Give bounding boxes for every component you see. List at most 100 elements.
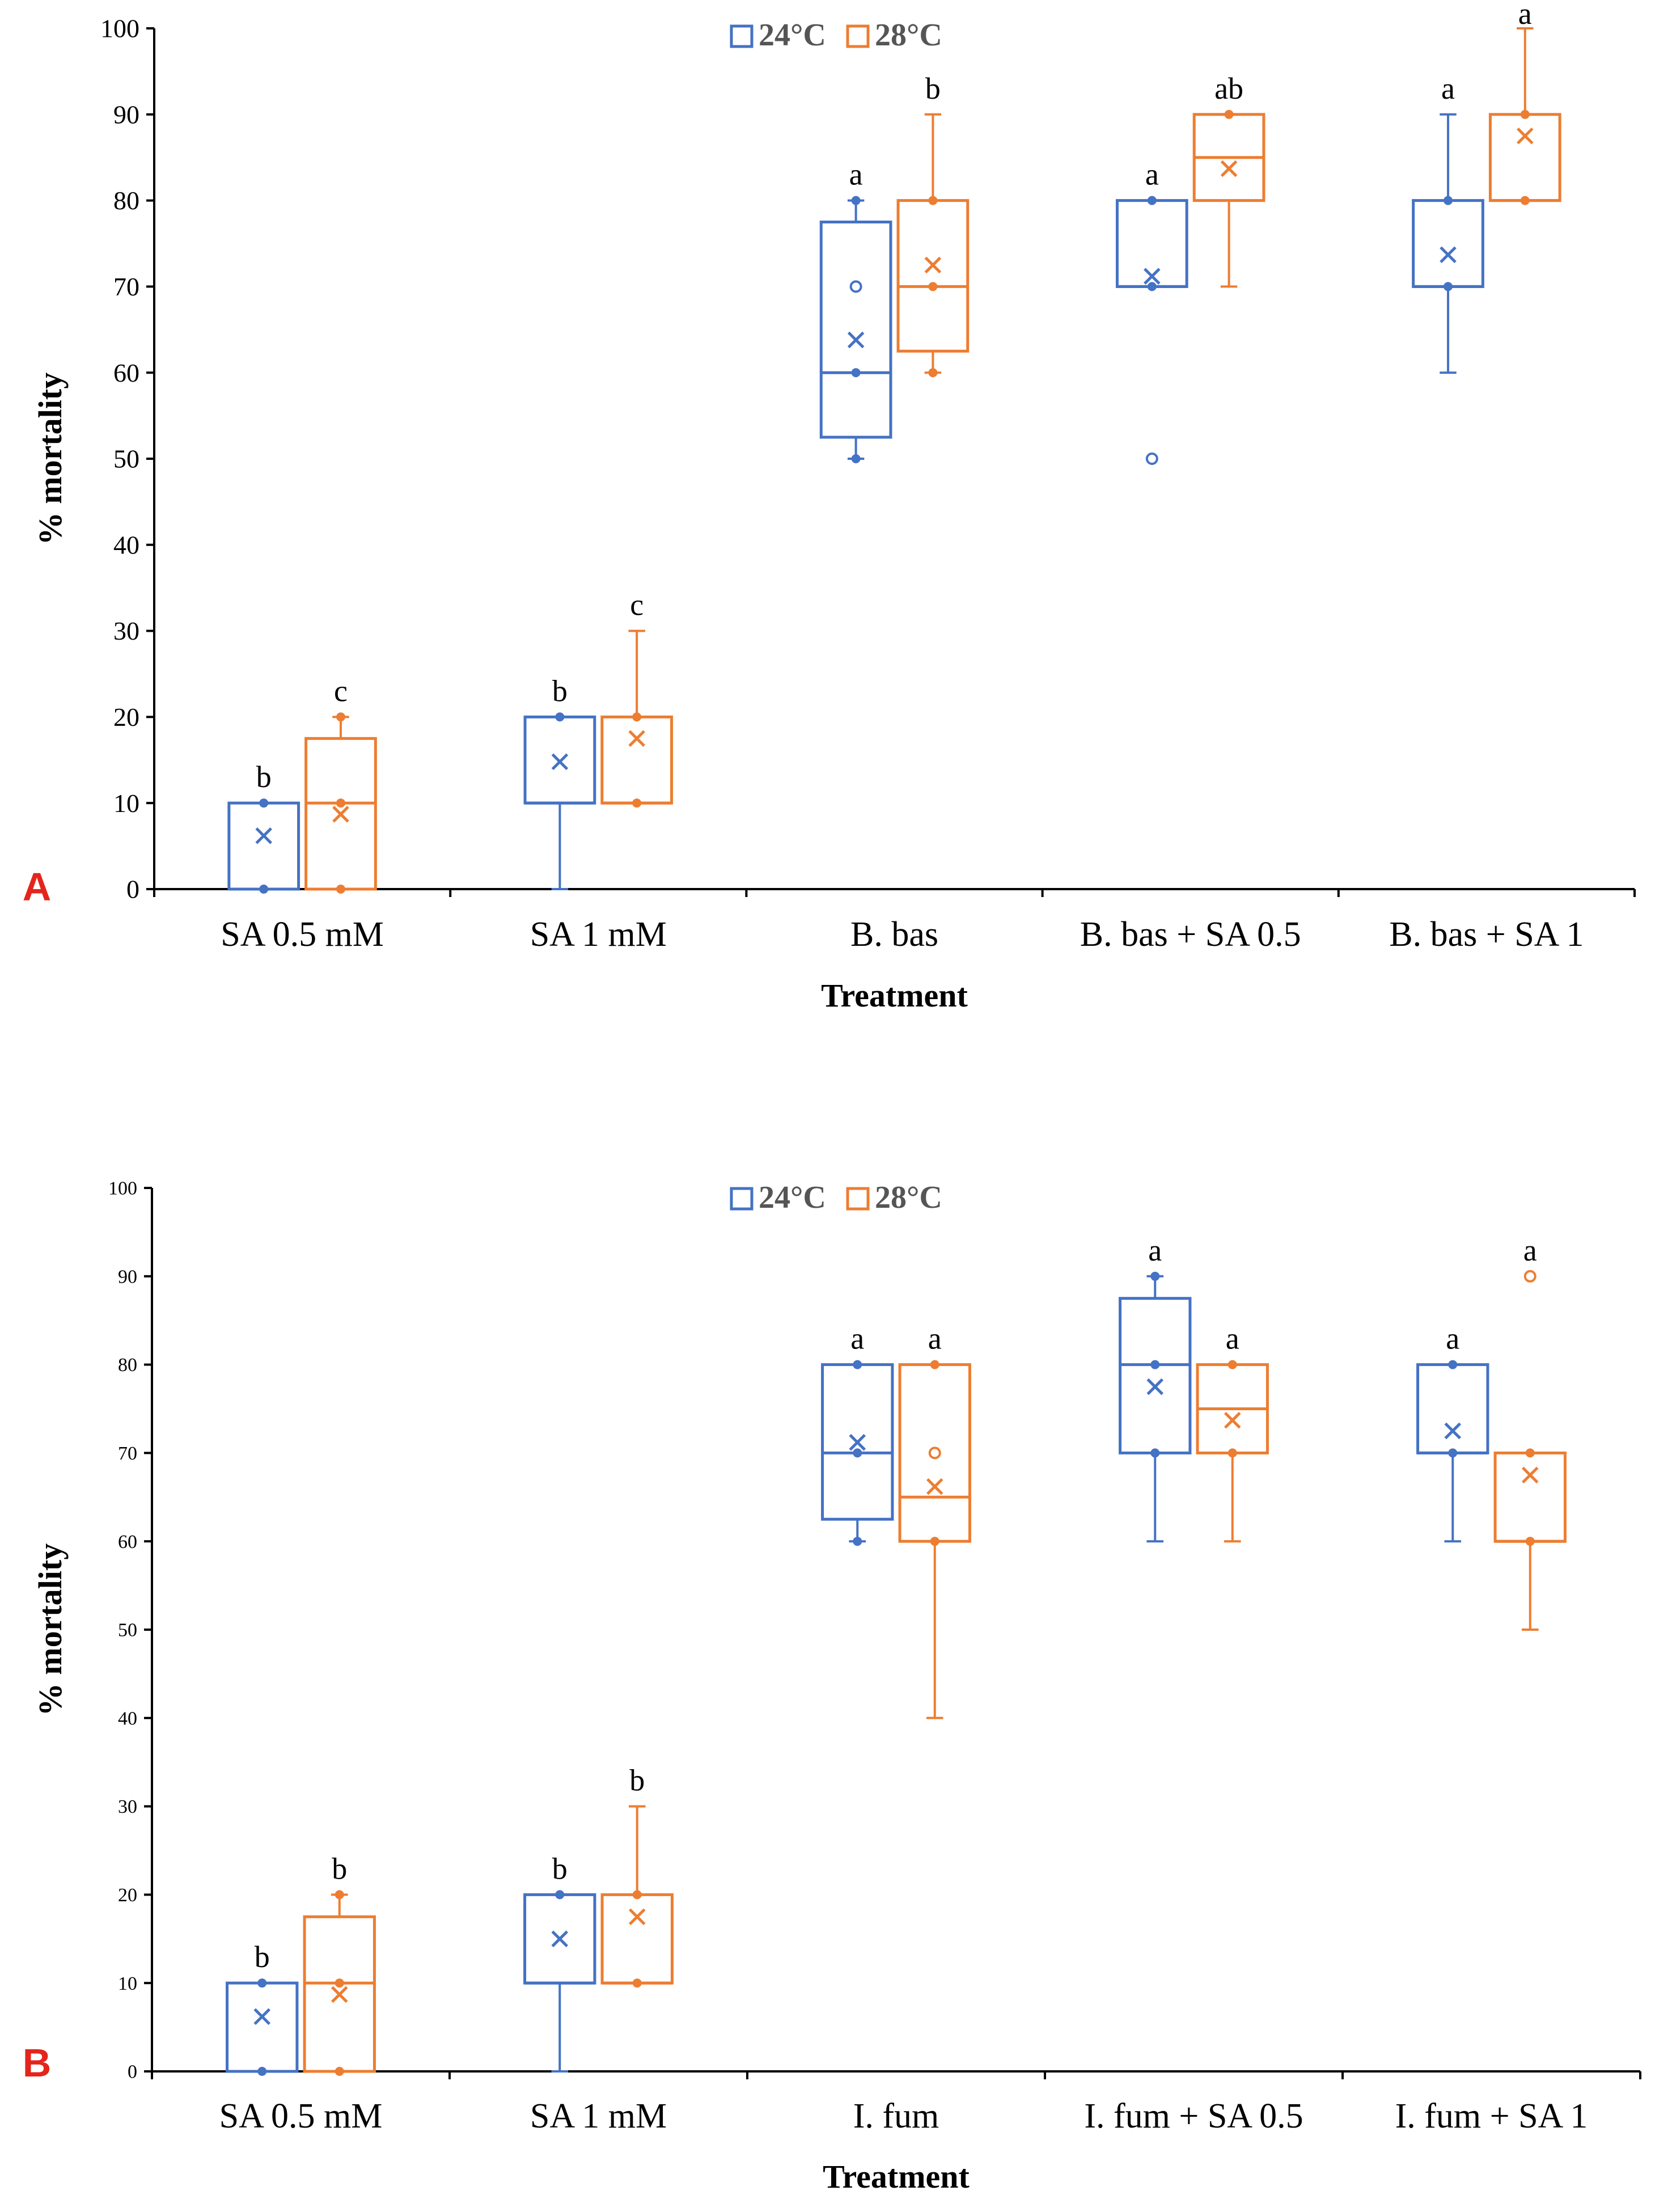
y-tick-label: 100 xyxy=(100,14,139,43)
y-tick-label: 20 xyxy=(113,703,139,731)
x-axis-title: Treatment xyxy=(821,977,968,1014)
data-point xyxy=(851,196,861,205)
mean-marker xyxy=(924,256,942,274)
box-28c-1: c xyxy=(600,588,674,808)
box-24c-2: a xyxy=(821,1322,894,1546)
x-tick-label: B. bas + SA 0.5 xyxy=(1080,915,1301,954)
x-tick-label: SA 0.5 mM xyxy=(219,2097,383,2135)
data-point xyxy=(928,282,938,291)
mean-marker xyxy=(628,1908,646,1926)
box-iqr xyxy=(600,1893,674,1985)
x-tick-label: I. fum + SA 0.5 xyxy=(1084,2097,1303,2135)
y-tick-label: 70 xyxy=(113,272,139,301)
box-24c-4: a xyxy=(1416,1322,1489,1543)
mean-marker xyxy=(847,331,865,349)
y-tick-label: 20 xyxy=(118,1885,137,1906)
data-point xyxy=(1228,1360,1237,1369)
data-point xyxy=(335,1890,344,1900)
box-24c-3: a xyxy=(1119,1233,1192,1543)
box-iqr xyxy=(1493,1451,1567,1543)
y-tick-label: 40 xyxy=(118,1708,137,1729)
box-24c-2: a xyxy=(819,158,892,463)
x-tick-label: B. bas + SA 1 xyxy=(1389,915,1584,954)
significance-letter: a xyxy=(1518,0,1532,31)
data-point xyxy=(1520,109,1530,119)
box-28c-0: c xyxy=(304,674,377,894)
legend-label-24c: 24°C xyxy=(759,18,826,53)
data-point xyxy=(851,454,861,463)
box-iqr xyxy=(1488,113,1561,202)
significance-letter: b xyxy=(552,674,568,708)
legend-label-24c: 24°C xyxy=(759,1180,826,1215)
x-tick-label: SA 1 mM xyxy=(530,915,667,954)
legend: 24°C 28°C xyxy=(730,1180,942,1215)
data-point xyxy=(336,885,345,894)
box-28c-1: b xyxy=(600,1763,674,1988)
box-iqr xyxy=(600,715,674,805)
mean-marker xyxy=(1444,1422,1462,1440)
data-point xyxy=(851,368,861,378)
significance-letter: a xyxy=(1145,158,1159,192)
data-point xyxy=(928,368,938,378)
data-point xyxy=(336,798,345,808)
data-point xyxy=(1150,1448,1160,1458)
panel-letter: A xyxy=(23,865,52,909)
y-axis-title: % mortality xyxy=(32,373,69,545)
outlier-point xyxy=(928,1447,941,1460)
box-24c-0: b xyxy=(226,1940,299,2076)
x-tick-label: SA 1 mM xyxy=(530,2097,667,2135)
data-point xyxy=(1525,1537,1535,1546)
y-tick-label: 50 xyxy=(113,445,139,473)
legend-swatch-24c xyxy=(730,24,754,48)
data-point xyxy=(853,1448,862,1458)
data-point xyxy=(1147,282,1157,291)
significance-letter: b xyxy=(255,1940,270,1974)
mean-marker xyxy=(1517,127,1534,145)
box-iqr xyxy=(1115,199,1188,288)
y-tick-label: 30 xyxy=(113,616,139,645)
x-tick-label: B. bas xyxy=(850,915,938,954)
box-iqr xyxy=(1416,1363,1489,1454)
legend-label-28c: 28°C xyxy=(875,18,942,53)
chart-panel-a: 0 10 20 30 40 50 60 70 80 90 100 SA 0.5 mM SA 1 mM B.… xyxy=(23,0,1636,1014)
box-28c-4: a xyxy=(1493,1233,1567,1631)
data-point xyxy=(1224,109,1234,119)
significance-letter: a xyxy=(1148,1233,1162,1267)
data-point xyxy=(632,712,642,722)
significance-letter: a xyxy=(1441,71,1455,105)
box-iqr xyxy=(1119,1297,1192,1454)
significance-letter: c xyxy=(334,674,348,708)
mean-marker xyxy=(628,730,645,747)
data-point xyxy=(335,1978,344,1988)
legend-swatch-28c xyxy=(846,1187,870,1211)
data-point xyxy=(1448,1448,1458,1458)
significance-letter: ab xyxy=(1214,71,1243,105)
data-point xyxy=(853,1360,862,1369)
significance-letter: a xyxy=(1446,1322,1459,1356)
y-tick-label: 100 xyxy=(108,1178,137,1199)
y-tick-label: 90 xyxy=(113,100,139,129)
outlier-point xyxy=(1145,452,1158,465)
box-28c-0: b xyxy=(303,1851,376,2076)
x-axis-title: Treatment xyxy=(823,2158,970,2195)
legend-label-28c: 28°C xyxy=(875,1180,942,1215)
y-tick-label: 0 xyxy=(128,2062,137,2083)
significance-letter: b xyxy=(925,71,941,105)
box-iqr xyxy=(227,801,300,891)
x-tick-label: SA 0.5 mM xyxy=(221,915,384,954)
mean-marker xyxy=(1224,1411,1241,1429)
data-point xyxy=(632,1978,642,1988)
box-28c-2: b xyxy=(896,71,970,378)
y-tick-label: 90 xyxy=(118,1266,137,1287)
data-point xyxy=(259,885,269,894)
mean-marker xyxy=(849,1433,866,1451)
panel-letter: B xyxy=(23,2041,52,2085)
significance-letter: a xyxy=(1523,1233,1537,1267)
data-point xyxy=(1147,196,1157,205)
box-iqr xyxy=(819,221,892,439)
significance-letter: a xyxy=(1226,1322,1239,1356)
mean-marker xyxy=(551,753,569,771)
significance-letter: b xyxy=(332,1851,347,1885)
box-iqr xyxy=(1412,199,1484,288)
